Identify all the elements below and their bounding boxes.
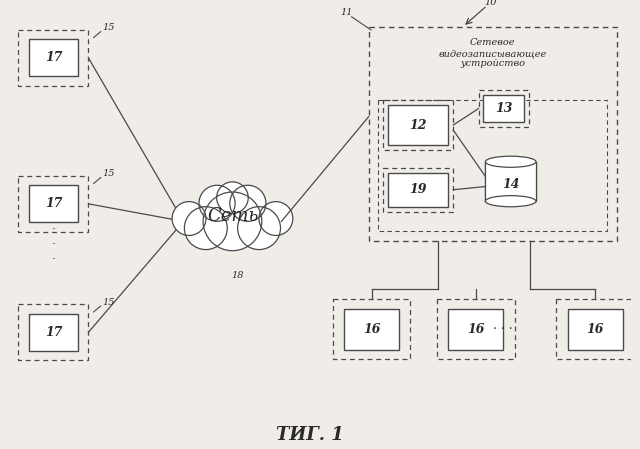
Text: 10: 10 xyxy=(484,0,497,7)
Text: 17: 17 xyxy=(45,52,62,64)
Circle shape xyxy=(203,192,262,251)
Circle shape xyxy=(172,202,206,235)
Bar xyxy=(388,173,449,207)
Text: 13: 13 xyxy=(495,102,513,115)
Text: 15: 15 xyxy=(102,298,115,307)
Circle shape xyxy=(184,207,227,250)
Bar xyxy=(568,309,623,350)
Bar xyxy=(479,90,529,127)
Text: 18: 18 xyxy=(231,271,244,280)
Text: 17: 17 xyxy=(45,198,62,210)
Bar xyxy=(344,309,399,350)
Text: Сетевое
видеозаписывающее
устройство: Сетевое видеозаписывающее устройство xyxy=(438,39,547,68)
Bar xyxy=(29,314,78,351)
Circle shape xyxy=(259,202,292,235)
Bar xyxy=(388,105,449,145)
Bar xyxy=(333,299,410,360)
Ellipse shape xyxy=(485,156,536,167)
Circle shape xyxy=(237,207,280,250)
Text: 17: 17 xyxy=(45,326,62,339)
Bar xyxy=(19,30,88,86)
Bar xyxy=(383,168,453,211)
Bar xyxy=(383,100,453,150)
Bar xyxy=(29,40,78,76)
Text: 16: 16 xyxy=(587,323,604,336)
Text: ·
·
·: · · · xyxy=(51,223,56,266)
Text: Сеть: Сеть xyxy=(207,207,258,225)
Bar xyxy=(378,100,607,231)
Circle shape xyxy=(199,185,235,221)
Bar xyxy=(369,27,617,241)
Text: 19: 19 xyxy=(410,183,427,196)
Ellipse shape xyxy=(485,196,536,207)
Bar xyxy=(485,162,536,201)
Circle shape xyxy=(230,185,266,221)
Bar xyxy=(29,185,78,222)
Bar xyxy=(19,176,88,232)
Text: 16: 16 xyxy=(363,323,380,336)
Text: 15: 15 xyxy=(102,23,115,32)
Circle shape xyxy=(217,182,248,213)
Bar xyxy=(436,299,515,360)
Text: 15: 15 xyxy=(102,169,115,178)
Text: 14: 14 xyxy=(502,177,520,190)
Bar xyxy=(483,95,524,122)
Text: 16: 16 xyxy=(467,323,484,336)
Text: 11: 11 xyxy=(340,8,353,17)
Text: ΤИГ. 1: ΤИГ. 1 xyxy=(276,427,344,445)
Bar xyxy=(449,309,503,350)
Bar xyxy=(19,304,88,361)
Bar xyxy=(556,299,634,360)
Text: 12: 12 xyxy=(410,119,427,132)
Text: · · ·: · · · xyxy=(493,323,513,336)
